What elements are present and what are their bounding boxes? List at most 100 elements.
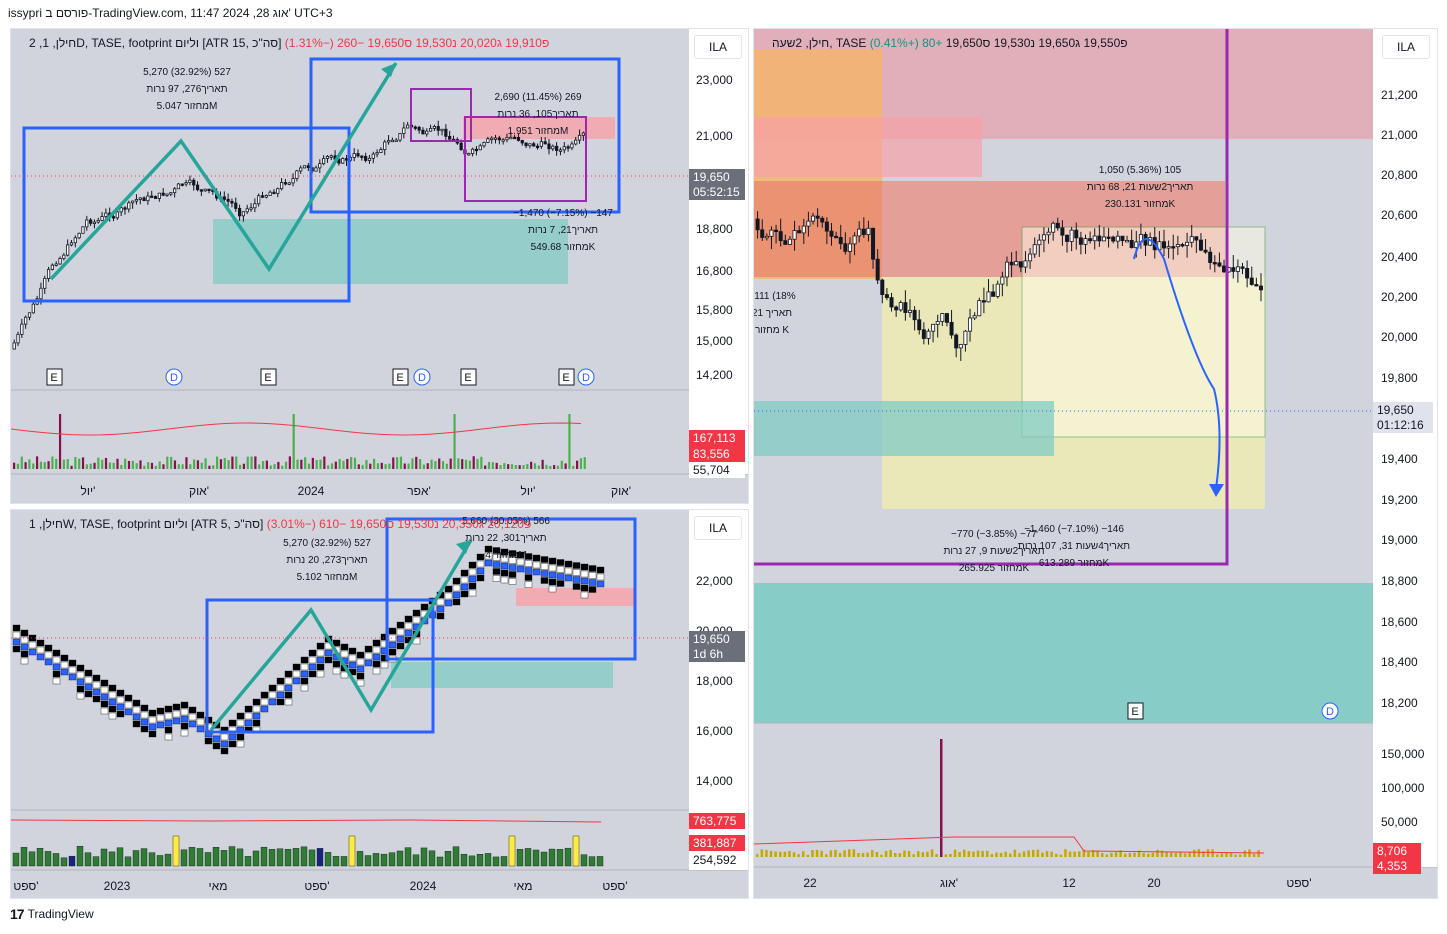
footprint-cell: [100, 693, 109, 701]
measure-annotation: 1,050 (5.36%) 105: [1099, 165, 1182, 176]
volume-bar: [522, 464, 525, 469]
volume-bar: [66, 459, 69, 469]
footprint-cell: [444, 585, 453, 593]
twohour-chart-panel[interactable]: 1,050 (5.36%) 105 תאריך2שעות 21, 68 נרות מ…: [753, 28, 1438, 899]
footprint-cell: [476, 567, 485, 575]
candle-body: [440, 128, 444, 132]
volume-bar: [412, 854, 420, 867]
candle-body: [203, 188, 207, 192]
candle-body: [360, 155, 364, 158]
arrow-head-icon: [1209, 484, 1224, 497]
volume-bar: [346, 458, 349, 469]
footprint-cell: [284, 677, 293, 685]
volume-bar: [327, 465, 330, 469]
volume-bar: [1188, 851, 1191, 857]
candle-body: [459, 142, 463, 151]
candle-body: [524, 142, 528, 147]
candle-body: [43, 278, 47, 289]
volume-bar: [1091, 849, 1095, 857]
footprint-cell: [508, 571, 517, 578]
volume-bar: [579, 458, 583, 469]
footprint-cell: [108, 705, 117, 713]
footprint-cell: [100, 679, 109, 687]
footprint-cell: [284, 670, 293, 678]
footprint-cell: [484, 545, 493, 553]
volume-bar: [418, 459, 422, 469]
candle-body: [180, 183, 184, 186]
price-tick-label: 18,800: [696, 222, 733, 236]
time-tick-label: ספט': [304, 879, 329, 893]
twohour-chart-canvas[interactable]: 1,050 (5.36%) 105 תאריך2שעות 21, 68 נרות מ…: [754, 29, 1438, 899]
value-badge-label: 19,650: [1377, 403, 1414, 417]
footprint-cell: [356, 679, 365, 687]
volume-bar: [774, 851, 777, 857]
footprint-cell: [404, 615, 413, 623]
footprint-cell: [492, 554, 501, 561]
volume-bar: [148, 852, 156, 867]
footprint-cell: [588, 586, 597, 593]
candle-body: [555, 145, 559, 151]
volume-bar: [196, 848, 204, 867]
volume-bar: [68, 855, 76, 867]
footprint-cell: [524, 581, 533, 588]
measure-annotation: מחזור 613.289K: [1039, 558, 1110, 569]
candle-body: [1258, 285, 1263, 291]
volume-bar: [1082, 849, 1086, 857]
volume-bar: [177, 464, 180, 469]
value-badge-label: 05:52:15: [693, 185, 740, 199]
daily-chart-panel[interactable]: 5,270 (32.92%) 527 תאריך276, 97 נרות מחזור…: [10, 28, 749, 504]
legend-low: נ19,530: [397, 517, 439, 531]
candle-body: [379, 149, 383, 153]
footprint-cell: [204, 737, 213, 745]
event-marker-label: E: [562, 372, 569, 384]
footprint-cell: [300, 684, 309, 692]
candle-body: [769, 229, 774, 237]
volume-bar: [58, 414, 62, 469]
volume-bar: [815, 849, 819, 857]
volume-bar: [244, 856, 252, 867]
value-badge: [689, 646, 745, 662]
volume-bar: [319, 459, 322, 469]
currency-button[interactable]: ILA: [1382, 35, 1430, 59]
volume-bar: [572, 465, 575, 469]
candle-body: [954, 334, 959, 349]
daily-chart-canvas[interactable]: 5,270 (32.92%) 527 תאריך276, 97 נרות מחזור…: [11, 29, 749, 504]
volume-bar: [1206, 849, 1210, 857]
footprint-cell: [84, 683, 93, 691]
candle-body: [907, 309, 912, 313]
candle-body: [1120, 235, 1125, 242]
candle-body: [1055, 222, 1060, 229]
weekly-chart-panel[interactable]: 5,270 (32.92%) 527 תאריך273, 20 נרות מחזור…: [10, 509, 749, 899]
volume-bar: [39, 461, 43, 469]
volume-bar: [284, 461, 288, 469]
candle-body: [24, 316, 28, 325]
volume-bar: [396, 457, 399, 469]
volume-bar: [380, 462, 383, 469]
candle-body: [482, 142, 486, 147]
currency-button[interactable]: ILA: [694, 516, 742, 540]
footprint-cell: [148, 723, 157, 731]
footprint-cell: [484, 552, 493, 560]
footprint-cell: [540, 563, 549, 570]
candle-body: [367, 157, 372, 161]
volume-bar: [843, 850, 846, 857]
volume-tick-label: 150,000: [1381, 747, 1425, 761]
volume-bar: [1220, 853, 1224, 857]
footprint-cell: [220, 740, 229, 748]
volume-bar: [461, 459, 464, 469]
footprint-cell: [564, 567, 573, 575]
footprint-cell: [244, 712, 253, 720]
footprint-cell: [132, 699, 141, 707]
volume-bar: [825, 854, 828, 857]
currency-button[interactable]: ILA: [694, 35, 742, 59]
candle-body: [520, 140, 524, 144]
footprint-cell: [548, 564, 557, 572]
volume-bar: [193, 459, 196, 469]
volume-bar: [78, 458, 81, 469]
weekly-chart-canvas[interactable]: 5,270 (32.92%) 527 תאריך273, 20 נרות מחזור…: [11, 510, 749, 899]
dividend-marker-icon: [577, 368, 595, 386]
candle-body: [820, 217, 825, 223]
candle-body: [931, 323, 936, 332]
candle-body: [490, 137, 494, 141]
candle-body: [142, 197, 146, 202]
